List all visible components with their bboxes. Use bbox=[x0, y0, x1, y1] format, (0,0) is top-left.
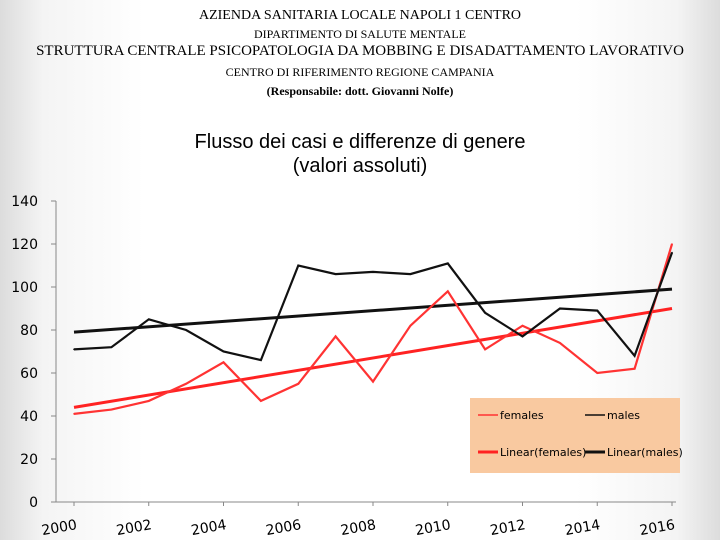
legend-label: males bbox=[607, 409, 640, 422]
data-point-females bbox=[334, 335, 337, 338]
data-point-females bbox=[671, 243, 673, 245]
data-point-females bbox=[484, 348, 486, 351]
data-point-males bbox=[185, 329, 187, 331]
data-point-males bbox=[260, 359, 262, 361]
data-point-males bbox=[446, 262, 449, 265]
data-point-females bbox=[147, 400, 150, 402]
header-line-2: DIPARTIMENTO DI SALUTE MENTALE bbox=[254, 27, 466, 41]
x-tick-label: 2006 bbox=[265, 517, 303, 539]
legend-label: Linear(females) bbox=[500, 446, 586, 459]
data-point-males bbox=[484, 312, 486, 314]
data-point-females bbox=[521, 324, 524, 327]
legend-box bbox=[470, 398, 680, 473]
legend-label: Linear(males) bbox=[607, 446, 683, 459]
x-tick-label: 2008 bbox=[339, 517, 377, 539]
data-point-males bbox=[222, 350, 225, 353]
x-tick-label: 2002 bbox=[115, 517, 153, 539]
series-line-males bbox=[73, 252, 674, 362]
x-tick-label: 2010 bbox=[414, 517, 452, 539]
chart-title-line-2: (valori assoluti) bbox=[292, 155, 428, 177]
y-tick-label: 60 bbox=[20, 366, 38, 382]
trendline-linear-males- bbox=[73, 287, 673, 334]
data-point-females bbox=[596, 372, 599, 374]
header-line-1: AZIENDA SANITARIA LOCALE NAPOLI 1 CENTRO bbox=[198, 8, 522, 23]
data-point-males bbox=[559, 307, 561, 310]
data-point-females bbox=[110, 408, 113, 411]
data-point-males bbox=[334, 273, 337, 275]
data-point-females bbox=[222, 361, 225, 364]
x-tick-label: 2000 bbox=[40, 517, 78, 539]
data-point-males bbox=[147, 318, 150, 321]
series-line-females bbox=[73, 243, 674, 415]
x-tick-label: 2012 bbox=[489, 517, 527, 539]
data-point-males bbox=[73, 348, 75, 351]
data-point-males bbox=[596, 309, 599, 312]
data-point-females bbox=[409, 324, 412, 327]
data-point-males bbox=[110, 346, 113, 349]
legend: females males Linear(females) Linear(males) bbox=[470, 398, 683, 473]
header-line-4: CENTRO DI RIFERIMENTO REGIONE CAMPANIA bbox=[225, 65, 495, 79]
data-point-males bbox=[633, 355, 636, 357]
x-tick-label: 2004 bbox=[190, 517, 228, 539]
x-tick-label: 2014 bbox=[564, 517, 602, 539]
trendline-linear-females- bbox=[73, 307, 673, 409]
y-tick-label: 80 bbox=[20, 323, 38, 339]
x-tick-label: 2016 bbox=[638, 517, 676, 539]
chart-title-line-1: Flusso dei casi e differenze di genere bbox=[194, 131, 526, 153]
data-point-males bbox=[409, 273, 412, 275]
data-point-males bbox=[671, 251, 673, 254]
y-tick-label: 120 bbox=[11, 237, 38, 253]
data-point-females bbox=[260, 400, 262, 402]
data-point-females bbox=[372, 380, 374, 383]
data-point-males bbox=[372, 271, 374, 273]
data-point-females bbox=[185, 382, 187, 385]
y-tick-label: 140 bbox=[11, 194, 38, 210]
data-point-females bbox=[446, 290, 449, 293]
data-point-males bbox=[297, 264, 300, 267]
data-point-males bbox=[521, 335, 524, 338]
data-point-females bbox=[297, 382, 300, 385]
data-point-females bbox=[73, 413, 75, 415]
y-tick-label: 100 bbox=[11, 280, 38, 296]
legend-label: females bbox=[500, 409, 544, 422]
y-tick-label: 20 bbox=[20, 452, 38, 468]
y-tick-label: 40 bbox=[20, 409, 38, 425]
data-point-females bbox=[559, 342, 561, 344]
y-tick-label: 0 bbox=[29, 495, 38, 511]
data-point-females bbox=[633, 367, 636, 370]
header-line-5: (Responsabile: dott. Giovanni Nolfe) bbox=[266, 84, 454, 98]
header-line-3: STRUTTURA CENTRALE PSICOPATOLOGIA DA MOB… bbox=[36, 43, 684, 59]
